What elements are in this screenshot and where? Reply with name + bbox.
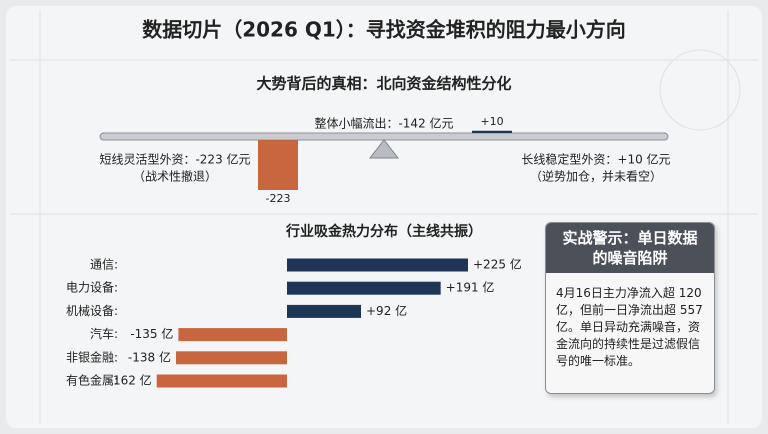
bar (472, 130, 512, 133)
fulcrum (368, 139, 400, 159)
category-label: 电力设备: (66, 281, 118, 295)
annotation: 整体小幅流出：-142 亿元 (314, 116, 453, 131)
bar (178, 328, 287, 342)
value-label: -162 亿 (109, 373, 152, 388)
category-label: 汽车: (90, 326, 118, 341)
category-note: （逆势加仓，并未看空） (530, 169, 662, 184)
bar (156, 374, 287, 388)
value-label: -138 亿 (128, 349, 171, 364)
category-label: 通信: (90, 258, 118, 272)
decoration (10, 10, 758, 424)
value-label: -223 (266, 192, 291, 205)
category-label: 有色金属: (66, 373, 118, 388)
callout: 实战警示：单日数据的噪音陷阱 4月16日主力净流入超 120 亿，但前一日净流出… (545, 222, 715, 394)
category-label: 非银金融: (66, 349, 118, 364)
bar (175, 351, 287, 365)
category-label: 短线灵活型外资：-223 亿元 (99, 152, 250, 167)
value-label: +225 亿 (473, 257, 522, 272)
bar (258, 140, 298, 190)
chart-title: 大势背后的真相：北向资金结构性分化 (256, 75, 511, 93)
bar (287, 258, 468, 272)
category-note: （战术性撤退） (133, 169, 217, 184)
callout-body: 4月16日主力净流入超 120 亿，但前一日净流出超 557 亿。单日异动充满噪… (556, 286, 703, 368)
page-title: 数据切片（2026 Q1）：寻找资金堆积的阻力最小方向 (142, 18, 626, 42)
value-label: +10 (480, 115, 503, 128)
value-label: +191 亿 (446, 280, 495, 295)
bar (287, 304, 362, 318)
bar (287, 281, 441, 295)
category-label: 机械设备: (66, 303, 118, 318)
value-label: +92 亿 (366, 303, 407, 318)
callout-title: 实战警示：单日数据的噪音陷阱 (546, 223, 714, 273)
beam (99, 132, 669, 141)
category-label: 长线稳定型外资：+10 亿元 (521, 152, 670, 167)
chart-title: 行业吸金热力分布（主线共振） (285, 223, 482, 240)
value-label: -135 亿 (130, 326, 173, 341)
